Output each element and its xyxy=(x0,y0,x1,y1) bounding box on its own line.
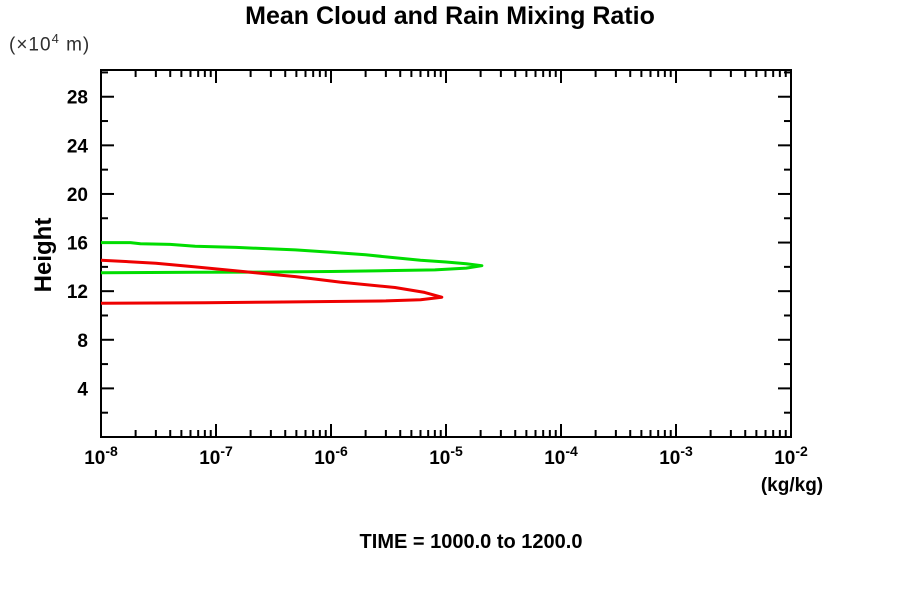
x-tick-label: 10-6 xyxy=(314,443,348,469)
x-tick-label: 10-4 xyxy=(544,443,578,469)
x-tick-label: 10-8 xyxy=(84,443,118,469)
y-tick-label: 28 xyxy=(67,88,88,109)
x-tick-label: 10-7 xyxy=(199,443,233,469)
time-annotation: TIME = 1000.0 to 1200.0 xyxy=(359,531,583,553)
y-units-suffix: m) xyxy=(59,34,91,56)
y-tick-label: 8 xyxy=(77,331,88,352)
y-tick-label: 20 xyxy=(67,185,88,206)
y-units-prefix: (×10 xyxy=(9,34,52,56)
x-tick-label: 10-5 xyxy=(429,443,463,469)
y-tick-label: 4 xyxy=(77,379,88,400)
y-tick-label: 16 xyxy=(67,234,88,255)
y-units-exponent: 4 xyxy=(51,31,60,46)
axes-box xyxy=(100,69,792,438)
chart-title: Mean Cloud and Rain Mixing Ratio xyxy=(245,2,655,30)
x-tick-label: 10-3 xyxy=(659,443,693,469)
y-axis-units-label: (×104 m) xyxy=(9,31,90,56)
x-tick-label: 10-2 xyxy=(774,443,808,469)
y-tick-label: 12 xyxy=(67,282,88,303)
rain-series-line xyxy=(100,258,444,305)
y-tick-label: 24 xyxy=(67,136,89,157)
x-axis-units-label: (kg/kg) xyxy=(760,475,824,496)
cloud-series-line xyxy=(100,241,484,275)
